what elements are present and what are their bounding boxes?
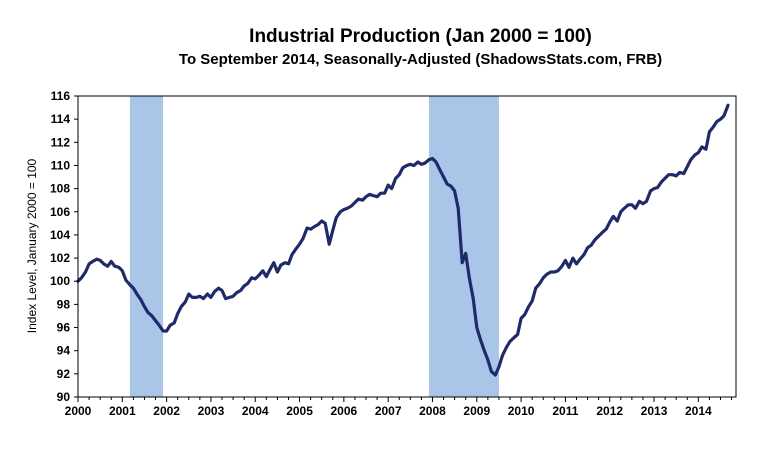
x-tick-label: 2005 bbox=[286, 404, 313, 418]
y-tick-label: 92 bbox=[57, 367, 71, 381]
x-tick-labels: 2000 2001 2002 2003 2004 2005 2006 2007 2008 2009… bbox=[65, 404, 712, 418]
x-tick-label: 2000 bbox=[65, 404, 92, 418]
series-line-layer bbox=[76, 103, 730, 377]
y-tick-label: 94 bbox=[57, 344, 71, 358]
recession-band-1 bbox=[129, 96, 164, 397]
recession-shading-layer bbox=[129, 96, 499, 397]
x-tick-label: 2010 bbox=[508, 404, 535, 418]
x-tick-label: 2004 bbox=[242, 404, 269, 418]
y-tick-label: 100 bbox=[50, 274, 70, 288]
y-tick-labels: 90 92 94 96 98 100 102 104 106 108 110 112 114 116 bbox=[50, 89, 70, 404]
recession-band-2 bbox=[428, 96, 499, 397]
x-tick-label: 2009 bbox=[463, 404, 490, 418]
y-tick-label: 104 bbox=[50, 228, 70, 242]
x-tick-label: 2003 bbox=[198, 404, 225, 418]
x-tick-label: 2006 bbox=[331, 404, 358, 418]
x-tick-label: 2012 bbox=[596, 404, 623, 418]
x-tick-label: 2001 bbox=[109, 404, 136, 418]
y-tick-label: 90 bbox=[57, 390, 71, 404]
x-tick-label: 2013 bbox=[641, 404, 668, 418]
y-tick-label: 116 bbox=[51, 89, 71, 103]
chart-title: Industrial Production (Jan 2000 = 100) bbox=[249, 26, 592, 47]
x-tick-label: 2008 bbox=[419, 404, 446, 418]
y-tick-label: 108 bbox=[50, 182, 70, 196]
plot-frame bbox=[77, 95, 737, 398]
y-axis-label: Index Level, January 2000 = 100 bbox=[25, 158, 39, 333]
y-tick-label: 102 bbox=[50, 251, 70, 265]
axis-layer bbox=[74, 95, 737, 402]
y-tick-label: 110 bbox=[51, 158, 71, 172]
y-tick-label: 114 bbox=[51, 112, 71, 126]
y-tick-label: 106 bbox=[50, 205, 70, 219]
chart-subtitle: To September 2014, Seasonally-Adjusted (… bbox=[178, 51, 663, 68]
series-line-1 bbox=[76, 103, 730, 377]
x-tick-label: 2011 bbox=[552, 404, 578, 418]
x-tick-label: 2002 bbox=[153, 404, 180, 418]
y-tick-label: 96 bbox=[57, 321, 71, 335]
x-tick-label: 2014 bbox=[685, 404, 712, 418]
y-tick-label: 98 bbox=[57, 297, 71, 311]
x-tick-label: 2007 bbox=[375, 404, 402, 418]
y-tick-label: 112 bbox=[51, 135, 71, 149]
